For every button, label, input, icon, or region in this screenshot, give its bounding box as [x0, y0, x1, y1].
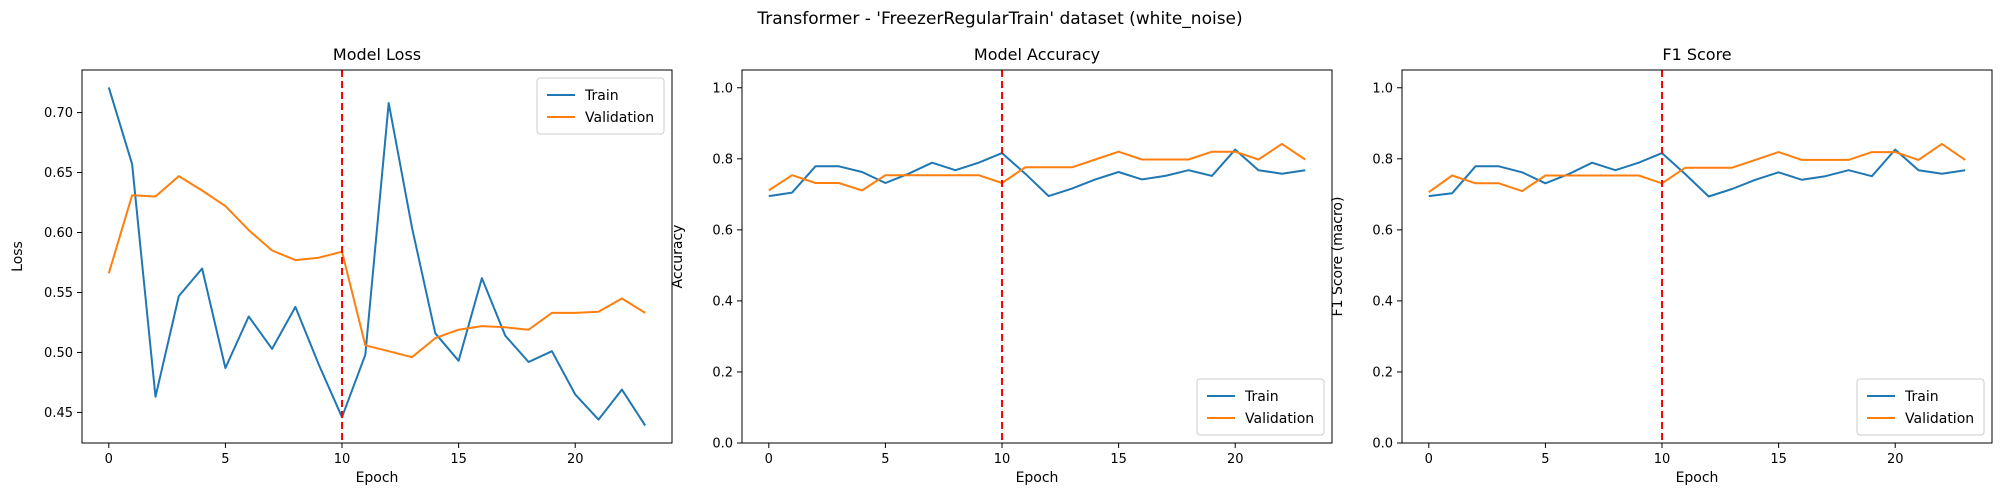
x-axis-label: Epoch — [356, 470, 399, 486]
legend-box — [536, 77, 665, 135]
x-tick-label: 5 — [1541, 452, 1549, 467]
plot-frame — [81, 69, 673, 444]
series-line-train — [107, 87, 647, 427]
x-axis-label: Epoch — [1016, 470, 1059, 486]
y-tick-label: 0.45 — [44, 406, 73, 421]
y-axis-label: F1 Score (macro) — [1330, 197, 1346, 317]
y-tick-label: 0.8 — [712, 152, 733, 167]
x-tick-label: 0 — [1425, 452, 1433, 467]
figure-suptitle: Transformer - 'FreezerRegularTrain' data… — [756, 9, 1242, 29]
legend-label-validation: Validation — [1905, 411, 1974, 427]
legend: Train Validation — [1196, 378, 1325, 436]
legend-label-validation: Validation — [585, 110, 654, 126]
y-tick-label: 0.2 — [1372, 365, 1393, 380]
series-line-train — [768, 148, 1306, 198]
series-line-validation — [768, 142, 1306, 192]
x-tick-label: 15 — [1110, 452, 1127, 467]
x-tick-label: 10 — [1654, 452, 1671, 467]
chart-panel-2: Model Accuracy 0 5 10 15 20 0.0 0.2 0.4 0.6 0.8 1.0… — [670, 45, 1333, 486]
y-tick-label: 0.0 — [712, 437, 733, 452]
legend-label-train: Train — [1244, 389, 1279, 405]
legend-label-train: Train — [584, 88, 619, 104]
x-tick-label: 15 — [450, 452, 467, 467]
legend: Train Validation — [536, 77, 665, 135]
y-tick-label: 0.0 — [1372, 437, 1393, 452]
chart-panel-3: F1 Score 0 5 10 15 20 0.0 0.2 0.4 0.6 0.8 1.0 Epoch F… — [1330, 45, 1993, 486]
x-tick-label: 20 — [567, 452, 584, 467]
x-tick-label: 5 — [221, 452, 229, 467]
y-tick-label: 0.55 — [44, 286, 73, 301]
chart-title: Model Loss — [333, 45, 421, 64]
y-tick-label: 0.50 — [44, 346, 73, 361]
legend: Train Validation — [1856, 378, 1985, 436]
x-tick-label: 15 — [1770, 452, 1787, 467]
y-tick-label: 0.8 — [1372, 152, 1393, 167]
y-tick-label: 0.6 — [712, 223, 733, 238]
legend-label-validation: Validation — [1245, 411, 1314, 427]
x-tick-label: 20 — [1227, 452, 1244, 467]
x-tick-label: 10 — [994, 452, 1011, 467]
y-tick-label: 1.0 — [1372, 81, 1393, 96]
y-tick-label: 0.60 — [44, 226, 73, 241]
x-axis-label: Epoch — [1676, 470, 1719, 486]
y-tick-label: 1.0 — [712, 81, 733, 96]
y-tick-label: 0.4 — [1372, 294, 1393, 309]
y-tick-label: 0.2 — [712, 365, 733, 380]
y-tick-label: 0.65 — [44, 166, 73, 181]
chart-title: F1 Score — [1662, 45, 1731, 64]
series-line-validation — [1428, 142, 1966, 194]
x-tick-label: 20 — [1887, 452, 1904, 467]
x-tick-label: 0 — [105, 452, 113, 467]
series-line-validation — [107, 175, 646, 359]
y-axis-label: Accuracy — [670, 225, 686, 289]
y-tick-label: 0.6 — [1372, 223, 1393, 238]
plot-frame — [741, 69, 1333, 444]
chart-title: Model Accuracy — [974, 45, 1100, 64]
legend-box — [1856, 378, 1985, 436]
y-tick-label: 0.70 — [44, 106, 73, 121]
y-tick-label: 0.4 — [712, 294, 733, 309]
x-tick-label: 0 — [765, 452, 773, 467]
legend-label-train: Train — [1904, 389, 1939, 405]
legend-box — [1196, 378, 1325, 436]
plot-frame — [1401, 69, 1993, 444]
x-tick-label: 5 — [881, 452, 889, 467]
x-tick-label: 10 — [334, 452, 351, 467]
chart-panel-1: Model Loss 0 5 10 15 20 0.45 0.50 0.55 0.60 0.65 0.… — [10, 45, 673, 486]
series-line-train — [1428, 148, 1966, 198]
y-axis-label: Loss — [10, 241, 26, 272]
